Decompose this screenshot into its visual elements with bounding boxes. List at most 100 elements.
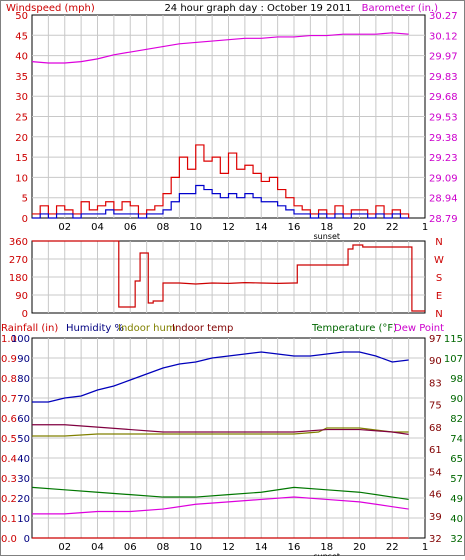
- temperature-tick-label: 90: [450, 394, 463, 405]
- windspeed-tick-label: 50: [15, 11, 28, 22]
- indoor-temp-tick-label: 39: [429, 512, 442, 523]
- panel-3-x-tick-label: 02: [58, 542, 71, 553]
- windspeed-tick-label: 45: [15, 31, 28, 42]
- temperature-tick-label: 65: [450, 454, 463, 465]
- panel-1-x-tick-label: 10: [189, 222, 202, 233]
- temperature-tick-label: 32: [450, 534, 463, 545]
- humidity-tick-label: 60: [17, 414, 30, 425]
- compass-label: E: [436, 291, 442, 302]
- indoor-hum-label: Indoor hum: [118, 323, 176, 334]
- panel-3-x-tick-label: 10: [189, 542, 202, 553]
- direction-tick-label: 180: [9, 273, 28, 284]
- windspeed-tick-label: 30: [15, 92, 28, 103]
- humidity-tick-label: 10: [17, 514, 30, 525]
- rainfall-tick-label: 0.5: [1, 434, 17, 445]
- windspeed-tick-label: 10: [15, 173, 28, 184]
- indoor-temp-tick-label: 54: [429, 467, 442, 478]
- temperature-tick-label: 49: [450, 494, 463, 505]
- wind-low-line: [32, 184, 409, 219]
- temperature-tick-label: 40: [450, 514, 463, 525]
- panel-1-sunset-label: sunset: [313, 232, 340, 241]
- indoor-temp-tick-label: 75: [429, 401, 442, 412]
- compass-label: W: [434, 255, 444, 266]
- panel-3-x-tick-label: 1: [422, 542, 428, 553]
- windspeed-axis-label: Windspeed (mph): [6, 3, 95, 14]
- panel-3-x-tick-label: 04: [91, 542, 104, 553]
- temperature-tick-label: 74: [450, 434, 463, 445]
- windspeed-tick-label: 25: [15, 113, 28, 124]
- panel-1-x-tick-label: 20: [353, 222, 366, 233]
- wind-speed-line: [32, 144, 410, 218]
- barometer-tick-label: 28.94: [429, 194, 458, 205]
- barometer-tick-label: 30.12: [429, 31, 458, 42]
- rainfall-tick-label: 0.0: [1, 534, 17, 545]
- windspeed-tick-label: 0: [22, 214, 28, 225]
- panel-1-x-tick-label: 16: [288, 222, 301, 233]
- barometer-line: [31, 32, 409, 64]
- panel-3-x-tick-label: 22: [386, 542, 399, 553]
- humidity-tick-label: 70: [17, 394, 30, 405]
- temperature-tick-label: 82: [450, 414, 463, 425]
- chart-series: [31, 32, 425, 539]
- temperature-tick-label: 98: [450, 374, 463, 385]
- barometer-tick-label: 29.23: [429, 153, 458, 164]
- rainfall-tick-label: 0.4: [1, 454, 17, 465]
- panel-3-x-tick-label: 14: [255, 542, 268, 553]
- indoor-temp-tick-label: 97: [429, 334, 442, 345]
- barometer-tick-label: 28.79: [429, 214, 458, 225]
- rainfall-tick-label: 0.7: [1, 394, 17, 405]
- barometer-tick-label: 30.27: [429, 11, 458, 22]
- direction-tick-label: 360: [9, 237, 28, 248]
- indoor-temp-tick-label: 61: [429, 445, 442, 456]
- panel-3-x-tick-label: 18: [320, 542, 333, 553]
- windspeed-tick-label: 20: [15, 133, 28, 144]
- compass-label: S: [436, 273, 442, 284]
- humidity-line: [32, 351, 409, 403]
- panel-3-x-tick-label: 08: [157, 542, 170, 553]
- rainfall-axis-label: Rainfall (in): [1, 323, 58, 334]
- rainfall-tick-label: 0.6: [1, 414, 17, 425]
- barometer-tick-label: 29.53: [429, 113, 458, 124]
- rainfall-tick-label: 0.8: [1, 374, 17, 385]
- humidity-tick-label: 0: [24, 534, 30, 545]
- panel-1-x-tick-label: 18: [320, 222, 333, 233]
- temperature-tick-label: 57: [450, 474, 463, 485]
- barometer-axis-label: Barometer (in.): [362, 3, 438, 14]
- compass-label: N: [435, 237, 442, 248]
- humidity-tick-label: 50: [17, 434, 30, 445]
- rainfall-tick-label: 0.9: [1, 354, 17, 365]
- indoor-hum-line: [32, 427, 409, 437]
- dew-point-label: Dew Point: [394, 323, 444, 334]
- barometer-tick-label: 29.83: [429, 72, 458, 83]
- panel-1-x-tick-label: 14: [255, 222, 268, 233]
- humidity-tick-label: 90: [17, 354, 30, 365]
- indoor-temp-line: [32, 424, 409, 435]
- panel-3-sunset-label: sunset: [313, 552, 340, 556]
- humidity-axis-label: Humidity %: [66, 323, 124, 334]
- barometer-tick-label: 29.38: [429, 133, 458, 144]
- indoor-temp-tick-label: 68: [429, 423, 442, 434]
- rainfall-tick-label: 0.2: [1, 494, 17, 505]
- panel-3-x-tick-label: 06: [124, 542, 137, 553]
- wind-direction-line: [32, 240, 425, 312]
- windspeed-tick-label: 35: [15, 72, 28, 83]
- barometer-tick-label: 29.68: [429, 92, 458, 103]
- compass-label: N: [435, 309, 442, 320]
- chart-grid: [32, 15, 425, 538]
- rainfall-tick-label: 0.3: [1, 474, 17, 485]
- panel-1-x-tick-label: 22: [386, 222, 399, 233]
- panel-1-x-tick-label: 1: [422, 222, 428, 233]
- rainfall-tick-label: 1.0: [1, 334, 17, 345]
- panel-3-x-tick-label: 12: [222, 542, 235, 553]
- chart-title: 24 hour graph day : October 19 2011: [164, 3, 351, 14]
- humidity-tick-label: 80: [17, 374, 30, 385]
- humidity-tick-label: 40: [17, 454, 30, 465]
- panel-1-x-tick-label: 04: [91, 222, 104, 233]
- humidity-tick-label: 100: [11, 334, 30, 345]
- panel-3-x-tick-label: 20: [353, 542, 366, 553]
- windspeed-tick-label: 15: [15, 153, 28, 164]
